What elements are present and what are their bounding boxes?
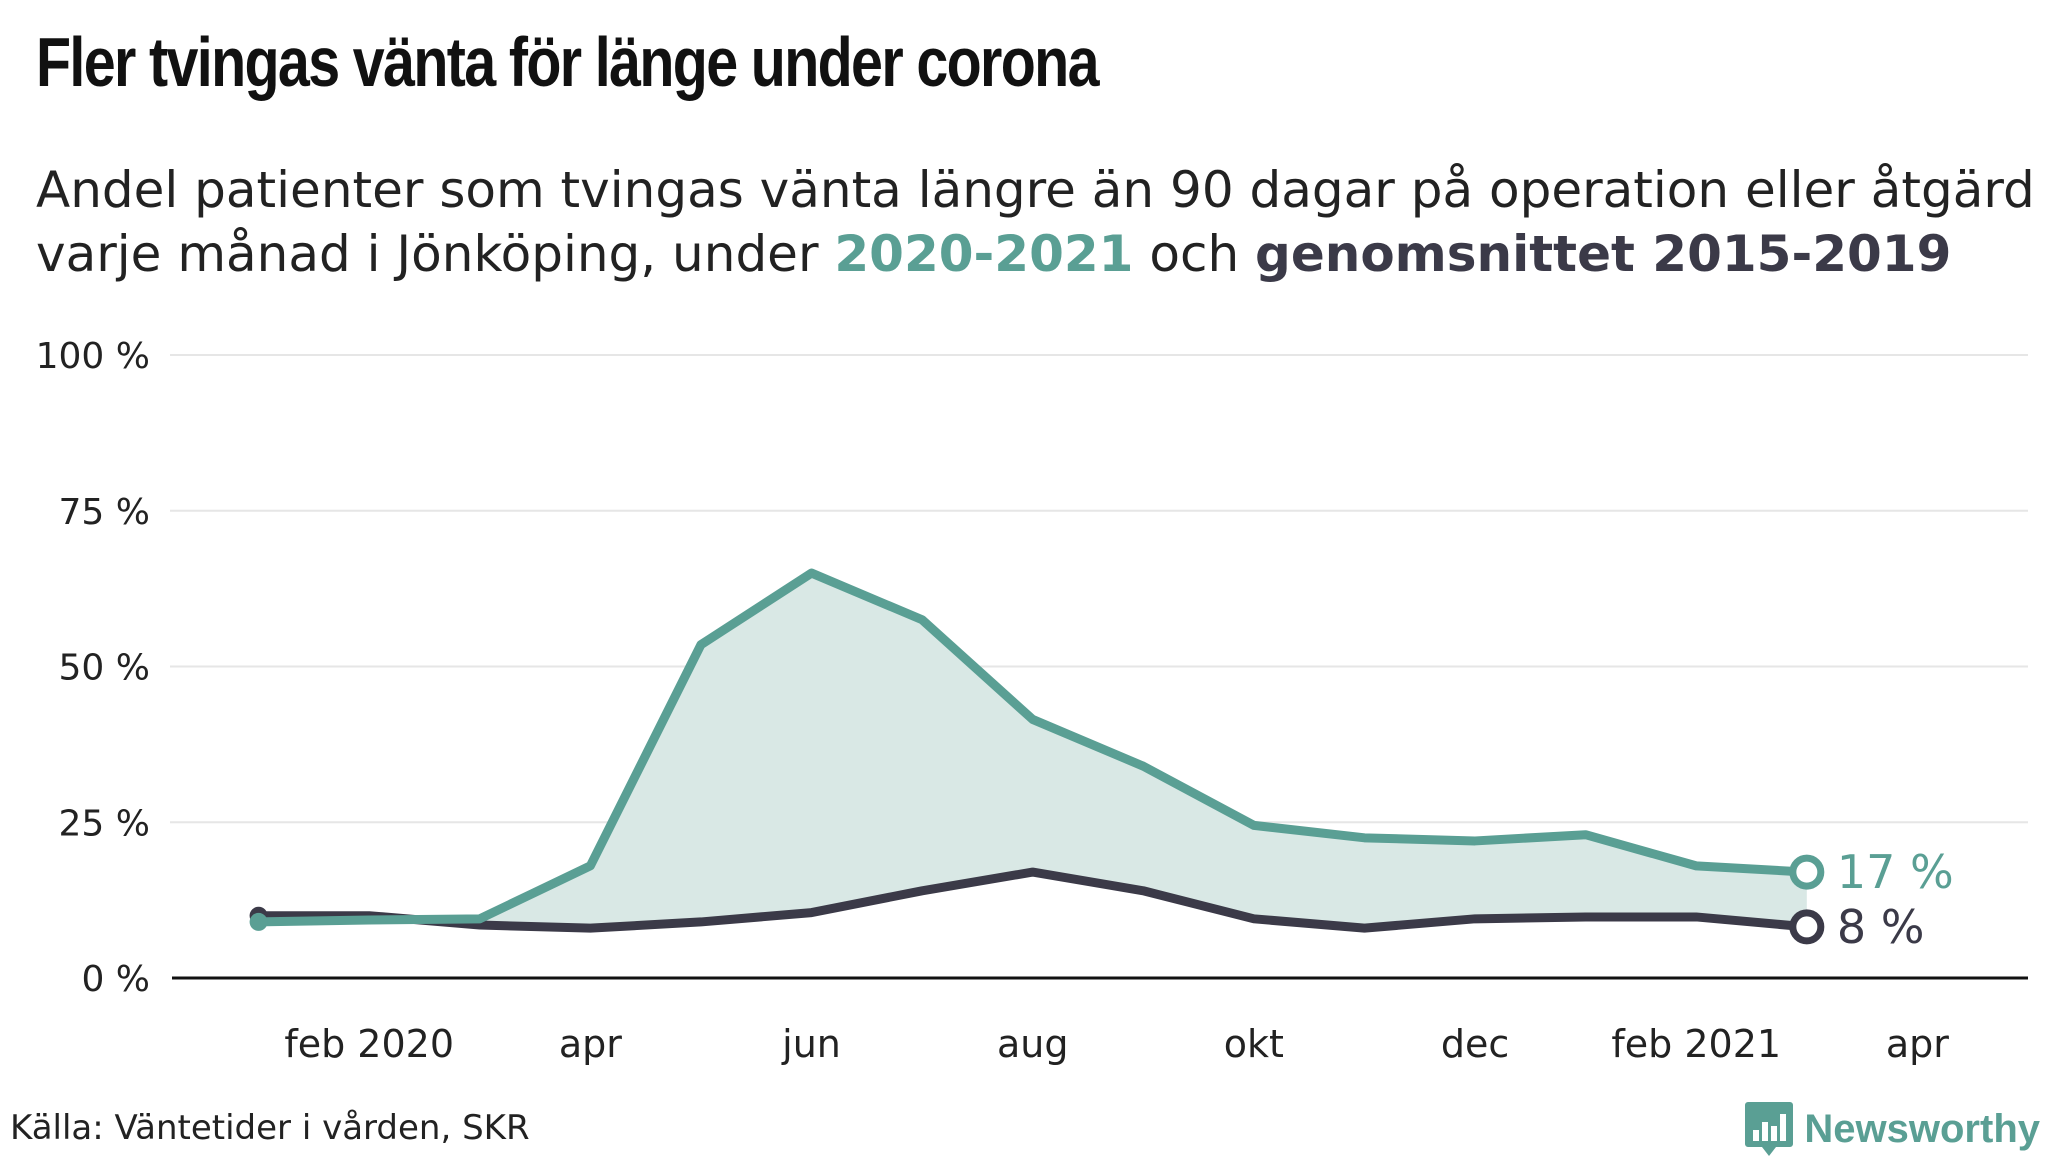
y-tick-label: 0 % xyxy=(81,959,150,1000)
area-between-series xyxy=(258,573,1807,929)
subtitle-series-2020: 2020-2021 xyxy=(834,225,1134,283)
series-line-average xyxy=(254,867,1812,933)
x-tick-label: apr xyxy=(1886,1022,1949,1066)
bar-chart-speech-icon xyxy=(1745,1102,1794,1156)
x-tick-label: dec xyxy=(1441,1022,1509,1066)
y-tick-label: 25 % xyxy=(59,803,150,844)
subtitle-text: Andel patienter som tvingas vänta längre… xyxy=(36,161,2035,283)
y-tick-label: 50 % xyxy=(59,648,150,689)
y-tick-label: 75 % xyxy=(59,492,150,533)
x-tick-label: feb 2021 xyxy=(1611,1022,1781,1066)
subtitle-text-connector: och xyxy=(1133,225,1256,283)
chart-title: Fler tvingas vänta för länge under coron… xyxy=(36,23,1100,101)
brand-name: Newsworthy xyxy=(1804,1106,2040,1151)
x-tick-label: apr xyxy=(559,1022,622,1066)
chart-subtitle: Andel patienter som tvingas vänta längre… xyxy=(36,158,2036,286)
series-line-2020-2021 xyxy=(254,568,1812,927)
series-end-point xyxy=(1789,854,1825,890)
x-tick-label: feb 2020 xyxy=(284,1022,454,1066)
series-end-label: 17 % xyxy=(1837,845,1954,899)
series-start-point xyxy=(249,912,268,931)
x-tick-label: jun xyxy=(781,1022,841,1066)
y-tick-label: 100 % xyxy=(36,336,150,377)
source-note: Källa: Väntetider i vården, SKR xyxy=(10,1108,530,1148)
line-chart: 0 % 25 % 50 % 75 % 100 % feb 2020 apr jun aug okt… xyxy=(36,336,2028,1066)
series-end-point xyxy=(1789,909,1825,945)
series-end-label: 8 % xyxy=(1837,900,1925,954)
subtitle-series-average: genomsnittet 2015-2019 xyxy=(1255,225,1952,283)
x-tick-label: aug xyxy=(997,1022,1069,1066)
brand-logo: Newsworthy xyxy=(1744,1100,2040,1158)
x-tick-label: okt xyxy=(1224,1022,1284,1066)
